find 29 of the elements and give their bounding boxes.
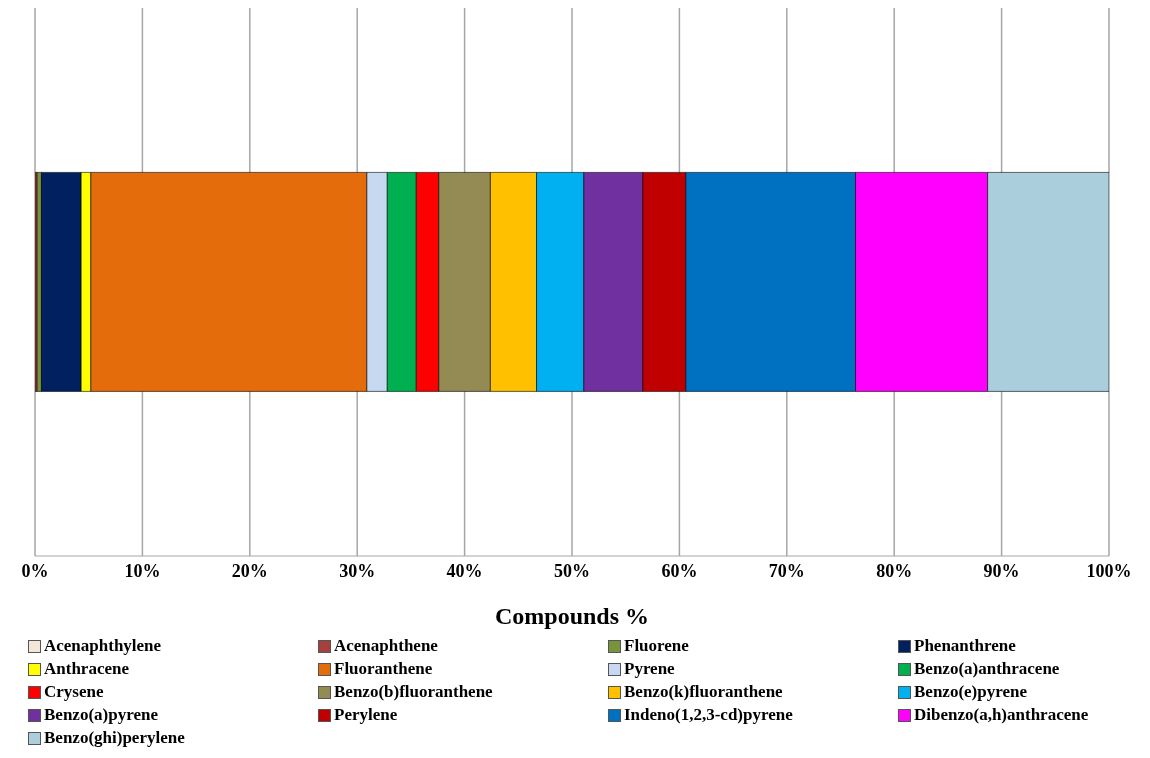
legend-label: Benzo(ghi)perylene — [44, 728, 185, 748]
legend-label: Benzo(e)pyrene — [914, 682, 1027, 702]
x-tick-label: 10% — [124, 560, 161, 581]
legend-label: Anthracene — [44, 659, 129, 679]
legend-label: Fluorene — [624, 636, 689, 656]
legend-label: Benzo(a)anthracene — [914, 659, 1060, 679]
x-tick-label: 100% — [1086, 560, 1132, 581]
x-tick-label: 0% — [21, 560, 49, 581]
x-tick-label: 90% — [983, 560, 1020, 581]
x-tick-label: 50% — [554, 560, 590, 581]
legend-label: Pyrene — [624, 659, 675, 679]
legend-label: Perylene — [334, 705, 398, 725]
x-tick-label: 60% — [661, 560, 698, 581]
legend-label: Fluoranthene — [334, 659, 433, 679]
legend-label: Benzo(k)fluoranthene — [624, 682, 783, 702]
x-tick-label: 30% — [339, 560, 376, 581]
legend-label: Acenaphthene — [334, 636, 438, 656]
legend-label: Crysene — [44, 682, 104, 702]
x-tick-label: 20% — [231, 560, 268, 581]
legend-label: Acenaphthylene — [44, 636, 162, 656]
legend-label: Phenanthrene — [914, 636, 1016, 656]
x-tick-label: 40% — [446, 560, 483, 581]
x-axis-title: Compounds % — [494, 603, 650, 629]
x-tick-label: 70% — [768, 560, 805, 581]
legend-label: Dibenzo(a,h)anthracene — [914, 705, 1089, 725]
legend-label: Benzo(b)fluoranthene — [334, 682, 493, 702]
x-tick-label: 80% — [876, 560, 913, 581]
legend-label: Indeno(1,2,3-cd)pyrene — [624, 705, 793, 725]
legend-label: Benzo(a)pyrene — [44, 705, 158, 725]
